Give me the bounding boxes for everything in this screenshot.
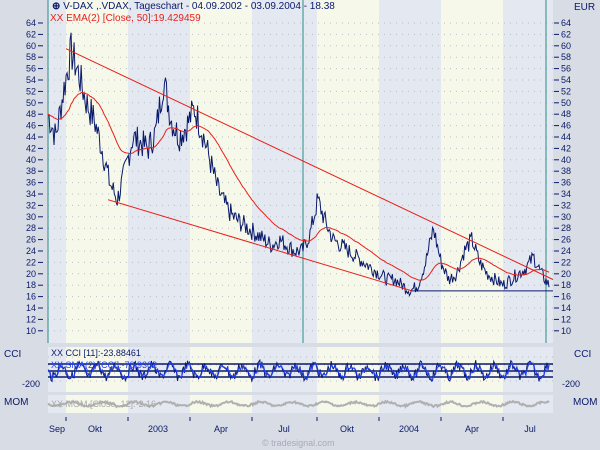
- y-tick-label-right: 22: [561, 257, 571, 267]
- y-tick-label-left: 56: [26, 64, 36, 74]
- quarter-band: [441, 0, 503, 413]
- x-tick-label: Okt: [340, 424, 355, 434]
- sma-legend: XX SMA(2) [CCI]:-70.9302: [51, 360, 158, 370]
- y-tick-label-left: 58: [26, 52, 36, 62]
- y-tick-label-left: 26: [26, 235, 36, 245]
- mom-legend: XX MOM [Close, 12]:-2.16: [51, 399, 157, 409]
- y-tick-label-right: 12: [561, 314, 571, 324]
- y-tick-label-left: 40: [26, 155, 36, 165]
- y-tick-label-left: 42: [26, 143, 36, 153]
- cci-legend: XX CCI [11]:-23.88461: [51, 348, 141, 358]
- chart-title: ⊕ V-DAX ,.VDAX, Tageschart - 04.09.2002 …: [52, 1, 335, 12]
- panel-divider: [0, 343, 600, 347]
- y-tick-label-left: 20: [26, 269, 36, 279]
- y-tick-label-left: 52: [26, 86, 36, 96]
- y-tick-label-left: 22: [26, 257, 36, 267]
- y-tick-label-right: 44: [561, 132, 571, 142]
- y-tick-label-left: 24: [26, 246, 36, 256]
- y-tick-label-left: 62: [26, 29, 36, 39]
- y-tick-label-right: 50: [561, 98, 571, 108]
- x-tick-label: Sep: [49, 424, 65, 434]
- y-tick-label-right: 36: [561, 178, 571, 188]
- quarter-band: [317, 0, 379, 413]
- y-tick-label-left: 34: [26, 189, 36, 199]
- y-tick-label-right: 34: [561, 189, 571, 199]
- y-tick-label-right: 54: [561, 75, 571, 85]
- x-tick-label: Apr: [465, 424, 479, 434]
- y-tick-label-right: 62: [561, 29, 571, 39]
- y-tick-label-right: 14: [561, 303, 571, 313]
- x-tick-label: Okt: [88, 424, 103, 434]
- y-tick-label-left: 14: [26, 303, 36, 313]
- y-tick-label-right: 38: [561, 166, 571, 176]
- y-tick-label-right: 26: [561, 235, 571, 245]
- y-tick-label-left: 64: [26, 18, 36, 28]
- title-text: V-DAX ,.VDAX, Tageschart - 04.09.2002 - …: [63, 1, 335, 12]
- y-tick-label-left: 28: [26, 223, 36, 233]
- y-tick-label-right: 42: [561, 143, 571, 153]
- y-tick-label-right: 30: [561, 212, 571, 222]
- ema-line: [47, 91, 550, 281]
- y-tick-label-right: 28: [561, 223, 571, 233]
- y-tick-label-right: 56: [561, 64, 571, 74]
- currency-label: EUR: [574, 2, 596, 13]
- y-tick-label-right: 52: [561, 86, 571, 96]
- mom-line: [47, 399, 550, 409]
- upper-trendline: [65, 48, 554, 280]
- x-tick-label: Apr: [214, 424, 228, 434]
- y-tick-label-left: 50: [26, 98, 36, 108]
- y-tick-label-left: 16: [26, 292, 36, 302]
- cci-tick-left: -200: [22, 379, 41, 389]
- cci-tick-right: -200: [562, 379, 581, 389]
- ema-legend: XX EMA(2) [Close, 50]:19.429459: [50, 13, 201, 24]
- y-tick-label-right: 32: [561, 200, 571, 210]
- mom-panel-name: MOM: [4, 397, 29, 408]
- price-line: [47, 32, 550, 297]
- y-tick-label-right: 64: [561, 18, 571, 28]
- y-tick-label-left: 46: [26, 121, 36, 131]
- y-tick-label-left: 48: [26, 109, 36, 119]
- y-tick-label-right: 10: [561, 326, 571, 336]
- quarter-band: [190, 0, 252, 413]
- y-tick-label-left: 60: [26, 41, 36, 51]
- axis-area: [0, 413, 600, 450]
- cci-panel-name-right: CCI: [574, 349, 592, 360]
- y-tick-label-right: 48: [561, 109, 571, 119]
- y-tick-label-left: 18: [26, 280, 36, 290]
- y-tick-label-left: 36: [26, 178, 36, 188]
- sma-line: [47, 361, 550, 381]
- y-tick-label-left: 54: [26, 75, 36, 85]
- y-tick-label-left: 12: [26, 314, 36, 324]
- x-tick-label: 2003: [148, 424, 168, 434]
- x-tick-label: 2004: [399, 424, 419, 434]
- y-tick-label-left: 38: [26, 166, 36, 176]
- watermark: © tradesignal.com: [262, 438, 335, 448]
- mom-panel-name-right: MOM: [573, 397, 598, 408]
- x-tick-label: Jul: [278, 424, 290, 434]
- y-tick-label-left: 10: [26, 326, 36, 336]
- y-tick-label-right: 40: [561, 155, 571, 165]
- y-tick-label-left: 32: [26, 200, 36, 210]
- y-tick-label-right: 20: [561, 269, 571, 279]
- y-tick-label-left: 44: [26, 132, 36, 142]
- y-tick-label-right: 60: [561, 41, 571, 51]
- x-tick-label: Jul: [524, 424, 536, 434]
- y-tick-label-right: 16: [561, 292, 571, 302]
- y-tick-label-right: 18: [561, 280, 571, 290]
- panel-divider: [0, 392, 600, 395]
- y-tick-label-right: 58: [561, 52, 571, 62]
- y-tick-label-left: 30: [26, 212, 36, 222]
- lower-trendline: [107, 199, 413, 292]
- y-tick-label-right: 24: [561, 246, 571, 256]
- y-tick-label-right: 46: [561, 121, 571, 131]
- cci-panel-name: CCI: [4, 349, 22, 360]
